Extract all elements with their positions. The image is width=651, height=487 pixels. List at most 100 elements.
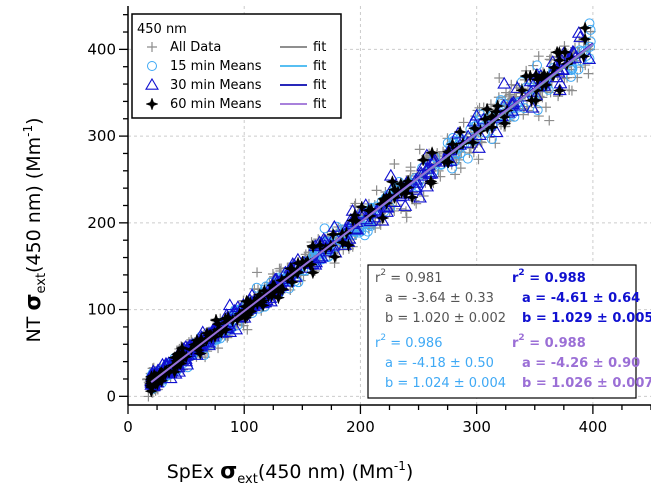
legend-marker-star bbox=[145, 97, 159, 111]
x-tick-label: 0 bbox=[123, 418, 133, 436]
stat-r-letter: r bbox=[512, 271, 519, 286]
point-star bbox=[485, 120, 499, 134]
point-plus bbox=[518, 109, 529, 120]
point-plus bbox=[455, 163, 466, 174]
point-circle bbox=[532, 105, 543, 116]
point-plus bbox=[540, 102, 551, 113]
x-tick-label: 200 bbox=[346, 418, 375, 436]
point-plus bbox=[249, 283, 260, 294]
point-circle bbox=[573, 64, 584, 75]
point-triangle bbox=[398, 199, 413, 211]
point-plus bbox=[544, 115, 555, 126]
y-tick-label: 300 bbox=[87, 127, 116, 145]
point-star bbox=[515, 83, 529, 98]
stat-b: b = 1.024 ± 0.004 bbox=[385, 376, 506, 391]
point-triangle bbox=[582, 52, 597, 65]
legend-label: 15 min Means bbox=[170, 59, 262, 74]
point-triangle bbox=[489, 125, 504, 138]
point-triangle bbox=[222, 298, 237, 311]
point-triangle bbox=[163, 371, 178, 384]
point-plus bbox=[464, 147, 475, 158]
point-triangle bbox=[383, 168, 398, 181]
point-triangle bbox=[409, 180, 423, 193]
legend-fit-label: fit bbox=[313, 78, 326, 93]
point-star bbox=[355, 200, 369, 214]
stat-r2-value: = 0.988 bbox=[525, 336, 586, 351]
y-tick-label: 200 bbox=[87, 214, 116, 232]
fit-lines bbox=[150, 42, 594, 384]
point-star bbox=[341, 238, 356, 252]
stat-b: b = 1.026 ± 0.007 bbox=[522, 376, 651, 391]
point-star bbox=[253, 287, 267, 302]
point-star bbox=[523, 69, 537, 83]
point-plus bbox=[400, 206, 411, 217]
point-plus bbox=[474, 102, 485, 113]
point-circle bbox=[584, 41, 595, 52]
legend-title: 450 nm bbox=[137, 22, 187, 37]
point-triangle bbox=[472, 141, 486, 153]
point-plus bbox=[533, 51, 544, 62]
point-triangle bbox=[523, 74, 538, 87]
point-star bbox=[466, 135, 480, 150]
point-star bbox=[385, 175, 400, 189]
x-tick-label: 300 bbox=[462, 418, 491, 436]
y-tick-label: 100 bbox=[87, 301, 116, 319]
point-star bbox=[193, 346, 207, 361]
stat-r-letter: r bbox=[375, 336, 381, 351]
point-star bbox=[187, 337, 202, 352]
legend-marker-triangle bbox=[145, 77, 159, 90]
legend-label: 60 min Means bbox=[170, 97, 262, 112]
legend-marker-circle bbox=[147, 61, 157, 71]
point-star bbox=[424, 176, 438, 191]
point-star bbox=[271, 290, 286, 305]
point-triangle bbox=[469, 108, 484, 121]
stat-r2-value: = 0.981 bbox=[386, 271, 442, 286]
stat-r-letter: r bbox=[375, 271, 381, 286]
point-star bbox=[550, 45, 564, 60]
point-triangle bbox=[350, 222, 365, 235]
x-tick-label: 400 bbox=[579, 418, 608, 436]
point-star bbox=[144, 384, 159, 398]
tick-labels: 0 100 200 300 400 0 100 200 300 400 bbox=[87, 40, 607, 436]
point-plus bbox=[411, 198, 422, 209]
y-axis-title-prefix: NT bbox=[23, 311, 45, 343]
point-star bbox=[453, 125, 467, 139]
point-star bbox=[552, 83, 567, 98]
point-triangle bbox=[409, 182, 424, 195]
x-axis-title-subscript: ext bbox=[237, 472, 258, 487]
y-axis-title-suffix: (450 nm) (Mm bbox=[23, 137, 45, 273]
stat-a: a = -4.18 ± 0.50 bbox=[385, 356, 494, 371]
point-triangle bbox=[387, 195, 402, 208]
x-axis-title-prefix: SpEx bbox=[167, 461, 220, 483]
stats-box bbox=[367, 264, 637, 399]
x-axis-title-sigma: σ bbox=[220, 459, 237, 484]
stat-r2: r2 = 0.986 bbox=[375, 333, 442, 351]
point-triangle bbox=[510, 81, 525, 93]
point-triangle bbox=[497, 76, 512, 89]
x-axis-title: SpEx σext(450 nm) (Mm-1) bbox=[167, 459, 414, 487]
stat-r-superscript: 2 bbox=[380, 268, 386, 278]
point-star bbox=[552, 53, 567, 68]
point-star bbox=[313, 238, 327, 253]
stat-r2-value: = 0.986 bbox=[386, 336, 442, 351]
point-triangle bbox=[363, 214, 378, 227]
y-axis-title: NT σext(450 nm) (Mm-1) bbox=[21, 118, 49, 343]
point-plus bbox=[418, 191, 429, 201]
stat-a: a = -4.61 ± 0.64 bbox=[522, 291, 640, 306]
point-star bbox=[306, 265, 320, 280]
legend-fit-label: fit bbox=[313, 97, 326, 112]
point-triangle bbox=[416, 159, 431, 171]
point-plus bbox=[533, 111, 544, 122]
point-star bbox=[326, 227, 340, 242]
point-plus bbox=[484, 132, 495, 143]
point-star bbox=[425, 146, 439, 160]
legend-fit-label: fit bbox=[313, 59, 326, 74]
point-star bbox=[480, 102, 494, 116]
point-star bbox=[416, 153, 430, 167]
point-star bbox=[209, 313, 223, 327]
stat-r2: r2 = 0.988 bbox=[512, 333, 586, 351]
point-star bbox=[240, 308, 255, 322]
stat-r2: r2 = 0.981 bbox=[375, 268, 442, 286]
